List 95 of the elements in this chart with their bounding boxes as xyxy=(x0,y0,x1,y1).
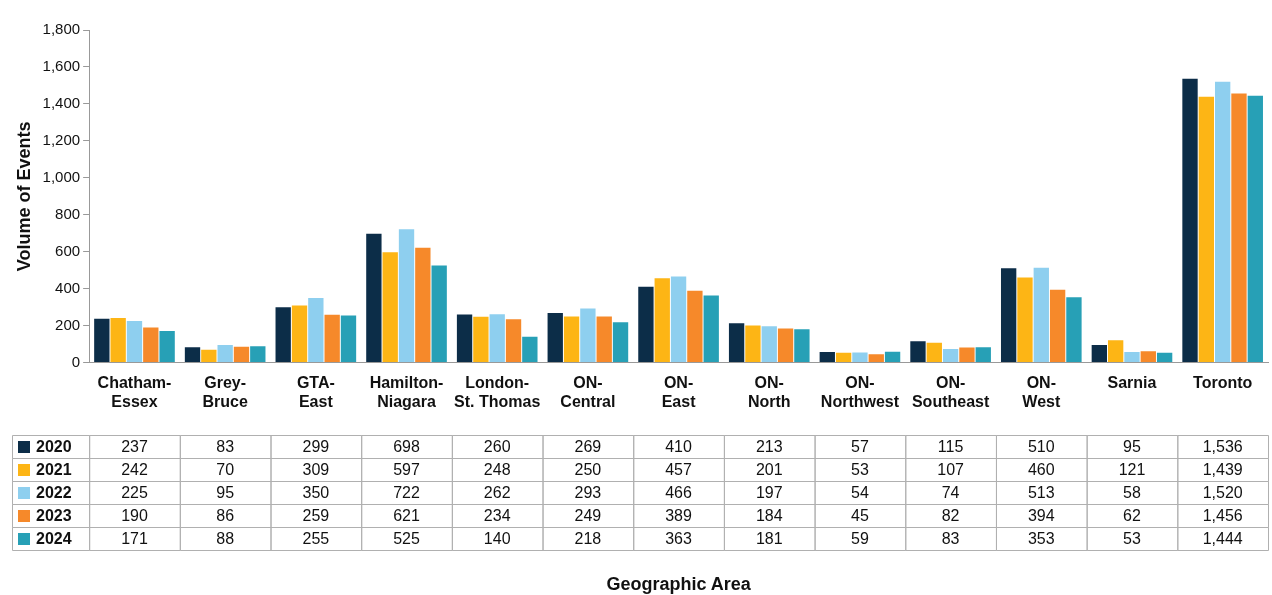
data-label: 54 xyxy=(851,483,869,501)
data-label: 248 xyxy=(483,460,511,478)
x-tick-label: Hamilton-Niagara xyxy=(369,373,444,410)
data-label: 242 xyxy=(121,460,148,478)
data-label: 86 xyxy=(216,506,235,524)
data-label: 621 xyxy=(393,506,420,524)
legend-label: 2023 xyxy=(36,506,72,524)
x-tick-label: ON-West xyxy=(1022,373,1061,410)
data-label: 250 xyxy=(574,460,602,478)
x-tick-label: Grey-Bruce xyxy=(202,373,248,410)
x-tick-label: London-St. Thomas xyxy=(454,373,541,410)
data-label: 62 xyxy=(1123,506,1141,524)
data-label: 389 xyxy=(665,506,693,524)
data-label: 249 xyxy=(574,506,602,524)
data-label: 597 xyxy=(393,460,420,478)
data-label: 260 xyxy=(483,437,511,455)
y-tick-label: 1,800 xyxy=(42,20,81,38)
x-tick-label: Chatham-Essex xyxy=(97,373,172,410)
data-label: 83 xyxy=(941,529,960,547)
data-label: 57 xyxy=(851,437,869,455)
y-tick-label: 600 xyxy=(55,241,81,259)
data-label: 82 xyxy=(941,506,960,524)
y-tick-label: 1,600 xyxy=(42,57,81,75)
legend-label: 2022 xyxy=(36,483,72,501)
data-label: 269 xyxy=(574,437,602,455)
x-tick-label: ON-Southeast xyxy=(911,373,990,410)
data-label: 410 xyxy=(665,437,693,455)
data-label: 309 xyxy=(302,460,330,478)
legend-label: 2024 xyxy=(36,529,72,547)
data-label: 218 xyxy=(574,529,602,547)
x-tick-label: Sarnia xyxy=(1107,373,1157,391)
data-label: 525 xyxy=(393,529,420,547)
data-label: 83 xyxy=(216,437,235,455)
data-label: 255 xyxy=(302,529,330,547)
data-label: 53 xyxy=(1123,529,1141,547)
data-label: 262 xyxy=(483,483,511,501)
data-label: 698 xyxy=(393,437,420,455)
data-label: 510 xyxy=(1027,437,1055,455)
x-tick-label: ON-North xyxy=(747,373,791,410)
data-label: 115 xyxy=(937,437,964,455)
data-label: 140 xyxy=(483,529,511,547)
data-label: 225 xyxy=(121,483,148,501)
data-label: 95 xyxy=(216,483,235,501)
data-label: 45 xyxy=(851,506,869,524)
data-label: 213 xyxy=(755,437,783,455)
y-tick-label: 1,200 xyxy=(42,131,81,149)
legend-label: 2021 xyxy=(36,460,72,478)
data-label: 394 xyxy=(1027,506,1055,524)
data-label: 466 xyxy=(665,483,693,501)
y-tick-label: 800 xyxy=(55,204,81,222)
data-label: 363 xyxy=(665,529,693,547)
data-label: 457 xyxy=(665,460,693,478)
data-label: 58 xyxy=(1123,483,1141,501)
data-label: 350 xyxy=(302,483,330,501)
y-axis-title: Volume of Events xyxy=(13,121,34,272)
data-label: 201 xyxy=(755,460,783,478)
data-label: 88 xyxy=(216,529,235,547)
y-tick-label: 400 xyxy=(55,278,81,296)
data-label: 95 xyxy=(1123,437,1141,455)
data-label: 121 xyxy=(1118,460,1146,478)
data-label: 259 xyxy=(302,506,330,524)
y-tick-label: 0 xyxy=(71,352,81,370)
data-label: 513 xyxy=(1027,483,1055,501)
y-tick-label: 1,400 xyxy=(42,94,81,112)
data-label: 171 xyxy=(121,529,148,547)
data-label: 1,520 xyxy=(1202,483,1243,501)
x-tick-label: ON-East xyxy=(661,373,697,410)
data-label: 74 xyxy=(941,483,960,501)
data-label: 353 xyxy=(1027,529,1055,547)
y-tick-label: 1,000 xyxy=(42,167,81,185)
data-label: 722 xyxy=(393,483,420,501)
data-label: 53 xyxy=(851,460,869,478)
x-tick-label: ON-Central xyxy=(560,373,616,410)
data-label: 293 xyxy=(574,483,602,501)
data-label: 234 xyxy=(483,506,511,524)
x-tick-label: GTA-East xyxy=(296,373,335,410)
data-label: 1,444 xyxy=(1202,529,1243,547)
data-label: 460 xyxy=(1027,460,1055,478)
data-label: 59 xyxy=(851,529,869,547)
legend-label: 2020 xyxy=(36,437,72,455)
data-label: 1,536 xyxy=(1202,437,1243,455)
data-label: 70 xyxy=(216,460,235,478)
text: Geographic Area xyxy=(606,574,752,594)
y-tick-label: 200 xyxy=(55,315,81,333)
data-label: 184 xyxy=(755,506,783,524)
data-label: 197 xyxy=(755,483,783,501)
data-label: 299 xyxy=(302,437,330,455)
data-label: 1,456 xyxy=(1202,506,1243,524)
data-label: 181 xyxy=(755,529,783,547)
data-label: 107 xyxy=(937,460,965,478)
data-label: 237 xyxy=(121,437,148,455)
x-tick-label: Toronto xyxy=(1193,373,1253,391)
data-label: 190 xyxy=(121,506,148,524)
x-tick-label: ON-Northwest xyxy=(820,373,900,410)
data-label: 1,439 xyxy=(1202,460,1243,478)
